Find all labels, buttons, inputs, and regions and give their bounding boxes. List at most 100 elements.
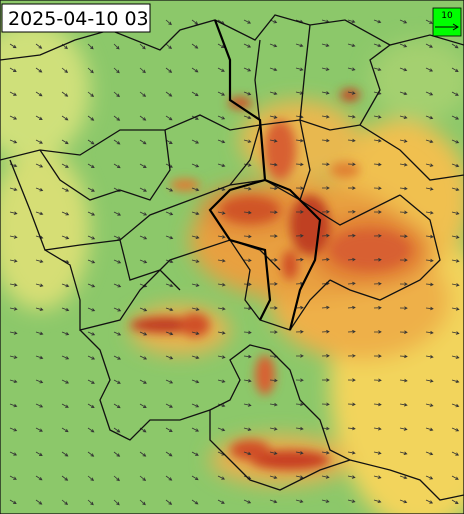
wind-arrow	[451, 115, 460, 120]
wind-arrow	[295, 305, 304, 310]
wind-arrow	[347, 305, 356, 310]
wind-arrow	[217, 211, 226, 215]
wind-arrow	[425, 234, 434, 239]
wind-arrow	[425, 258, 434, 263]
wind-arrow	[191, 403, 200, 408]
wind-arrow	[347, 426, 356, 431]
wind-arrow	[425, 306, 434, 311]
wind-arrow	[165, 283, 174, 288]
wind-arrow	[347, 233, 356, 238]
wind-arrow	[35, 427, 43, 432]
wind-arrow	[87, 379, 95, 384]
wind-arrow	[139, 235, 148, 240]
wind-arrow	[217, 43, 225, 48]
wind-arrow	[217, 235, 226, 239]
wind-arrow	[35, 187, 44, 192]
wind-arrow	[399, 19, 408, 24]
wind-arrow	[9, 475, 17, 480]
wind-arrow	[373, 115, 382, 119]
wind-arrow	[347, 475, 356, 479]
wind-arrow	[165, 235, 174, 240]
wind-arrow	[373, 475, 382, 479]
wind-arrow	[139, 259, 148, 264]
hotspots	[130, 89, 410, 470]
wind-arrow	[399, 282, 408, 286]
wind-arrow	[451, 43, 459, 49]
wind-arrow	[321, 186, 330, 190]
wind-arrow	[9, 187, 18, 192]
wind-arrow	[139, 379, 147, 384]
wind-arrow	[243, 186, 252, 191]
wind-arrow	[399, 91, 408, 96]
wind-arrow	[113, 283, 122, 288]
wind-arrow	[425, 354, 434, 359]
wind-arrow	[425, 43, 433, 48]
wind-arrow	[217, 139, 226, 144]
wind-arrow	[321, 162, 330, 167]
wind-arrow	[61, 115, 69, 121]
wind-arrow	[451, 355, 460, 359]
wind-arrow	[191, 67, 199, 73]
wind-arrow	[191, 91, 199, 97]
wind-arrow	[113, 379, 121, 384]
wind-arrow	[87, 187, 95, 192]
wind-arrow	[347, 354, 356, 358]
wind-arrow	[451, 235, 460, 239]
wind-arrow	[61, 379, 70, 384]
wind-arrow	[113, 307, 122, 312]
wind-arrow	[165, 91, 173, 97]
wind-arrow	[321, 257, 330, 262]
wind-arrow	[113, 475, 120, 482]
wind-arrow	[9, 139, 18, 144]
wind-arrow	[425, 91, 434, 96]
wind-arrow	[347, 162, 356, 167]
wind-arrow	[217, 306, 226, 311]
legend-box	[432, 7, 462, 37]
wind-arrow	[113, 499, 120, 506]
wind-arrow	[139, 307, 148, 312]
wind-arrow	[451, 283, 460, 287]
wind-arrow	[425, 67, 434, 72]
wind-arrow	[61, 283, 70, 288]
wind-arrow	[217, 282, 226, 287]
wind-arrow	[425, 451, 434, 456]
wind-arrow	[347, 91, 356, 95]
wind-arrow	[373, 330, 382, 334]
wind-arrow	[321, 233, 330, 238]
wind-arrow	[243, 403, 252, 407]
wind-arrow	[425, 187, 434, 191]
wind-arrow	[451, 91, 459, 96]
wind-arrow	[191, 379, 200, 384]
wind-arrow	[373, 19, 382, 24]
wind-arrow	[87, 235, 96, 240]
wind-arrow	[35, 43, 43, 49]
wind-arrow	[61, 355, 70, 360]
wind-arrow	[269, 91, 278, 96]
wind-arrow	[373, 186, 382, 191]
wind-arrow	[139, 163, 147, 168]
wind-arrow	[451, 331, 460, 335]
wind-arrow	[269, 282, 278, 286]
wind-arrow	[165, 115, 173, 121]
wind-arrow	[139, 115, 147, 121]
wind-arrow	[9, 259, 18, 263]
wind-arrow	[347, 378, 356, 382]
wind-arrow	[451, 163, 460, 168]
wind-arrow	[191, 211, 200, 216]
wind-arrow	[373, 306, 382, 310]
wind-arrow	[217, 403, 226, 408]
wind-arrow	[347, 19, 356, 24]
wind-arrow	[87, 403, 95, 409]
wind-arrow	[9, 379, 18, 384]
wind-arrow	[373, 499, 382, 504]
wind-arrow	[165, 307, 174, 312]
wind-arrow	[87, 475, 95, 482]
wind-arrow	[269, 451, 278, 455]
wind-arrow	[191, 475, 199, 481]
wind-arrow	[373, 138, 382, 143]
wind-arrow	[425, 330, 434, 335]
wind-arrow	[451, 499, 459, 505]
wind-arrow	[347, 281, 356, 286]
wind-arrow	[399, 115, 408, 119]
wind-arrow	[295, 210, 304, 214]
